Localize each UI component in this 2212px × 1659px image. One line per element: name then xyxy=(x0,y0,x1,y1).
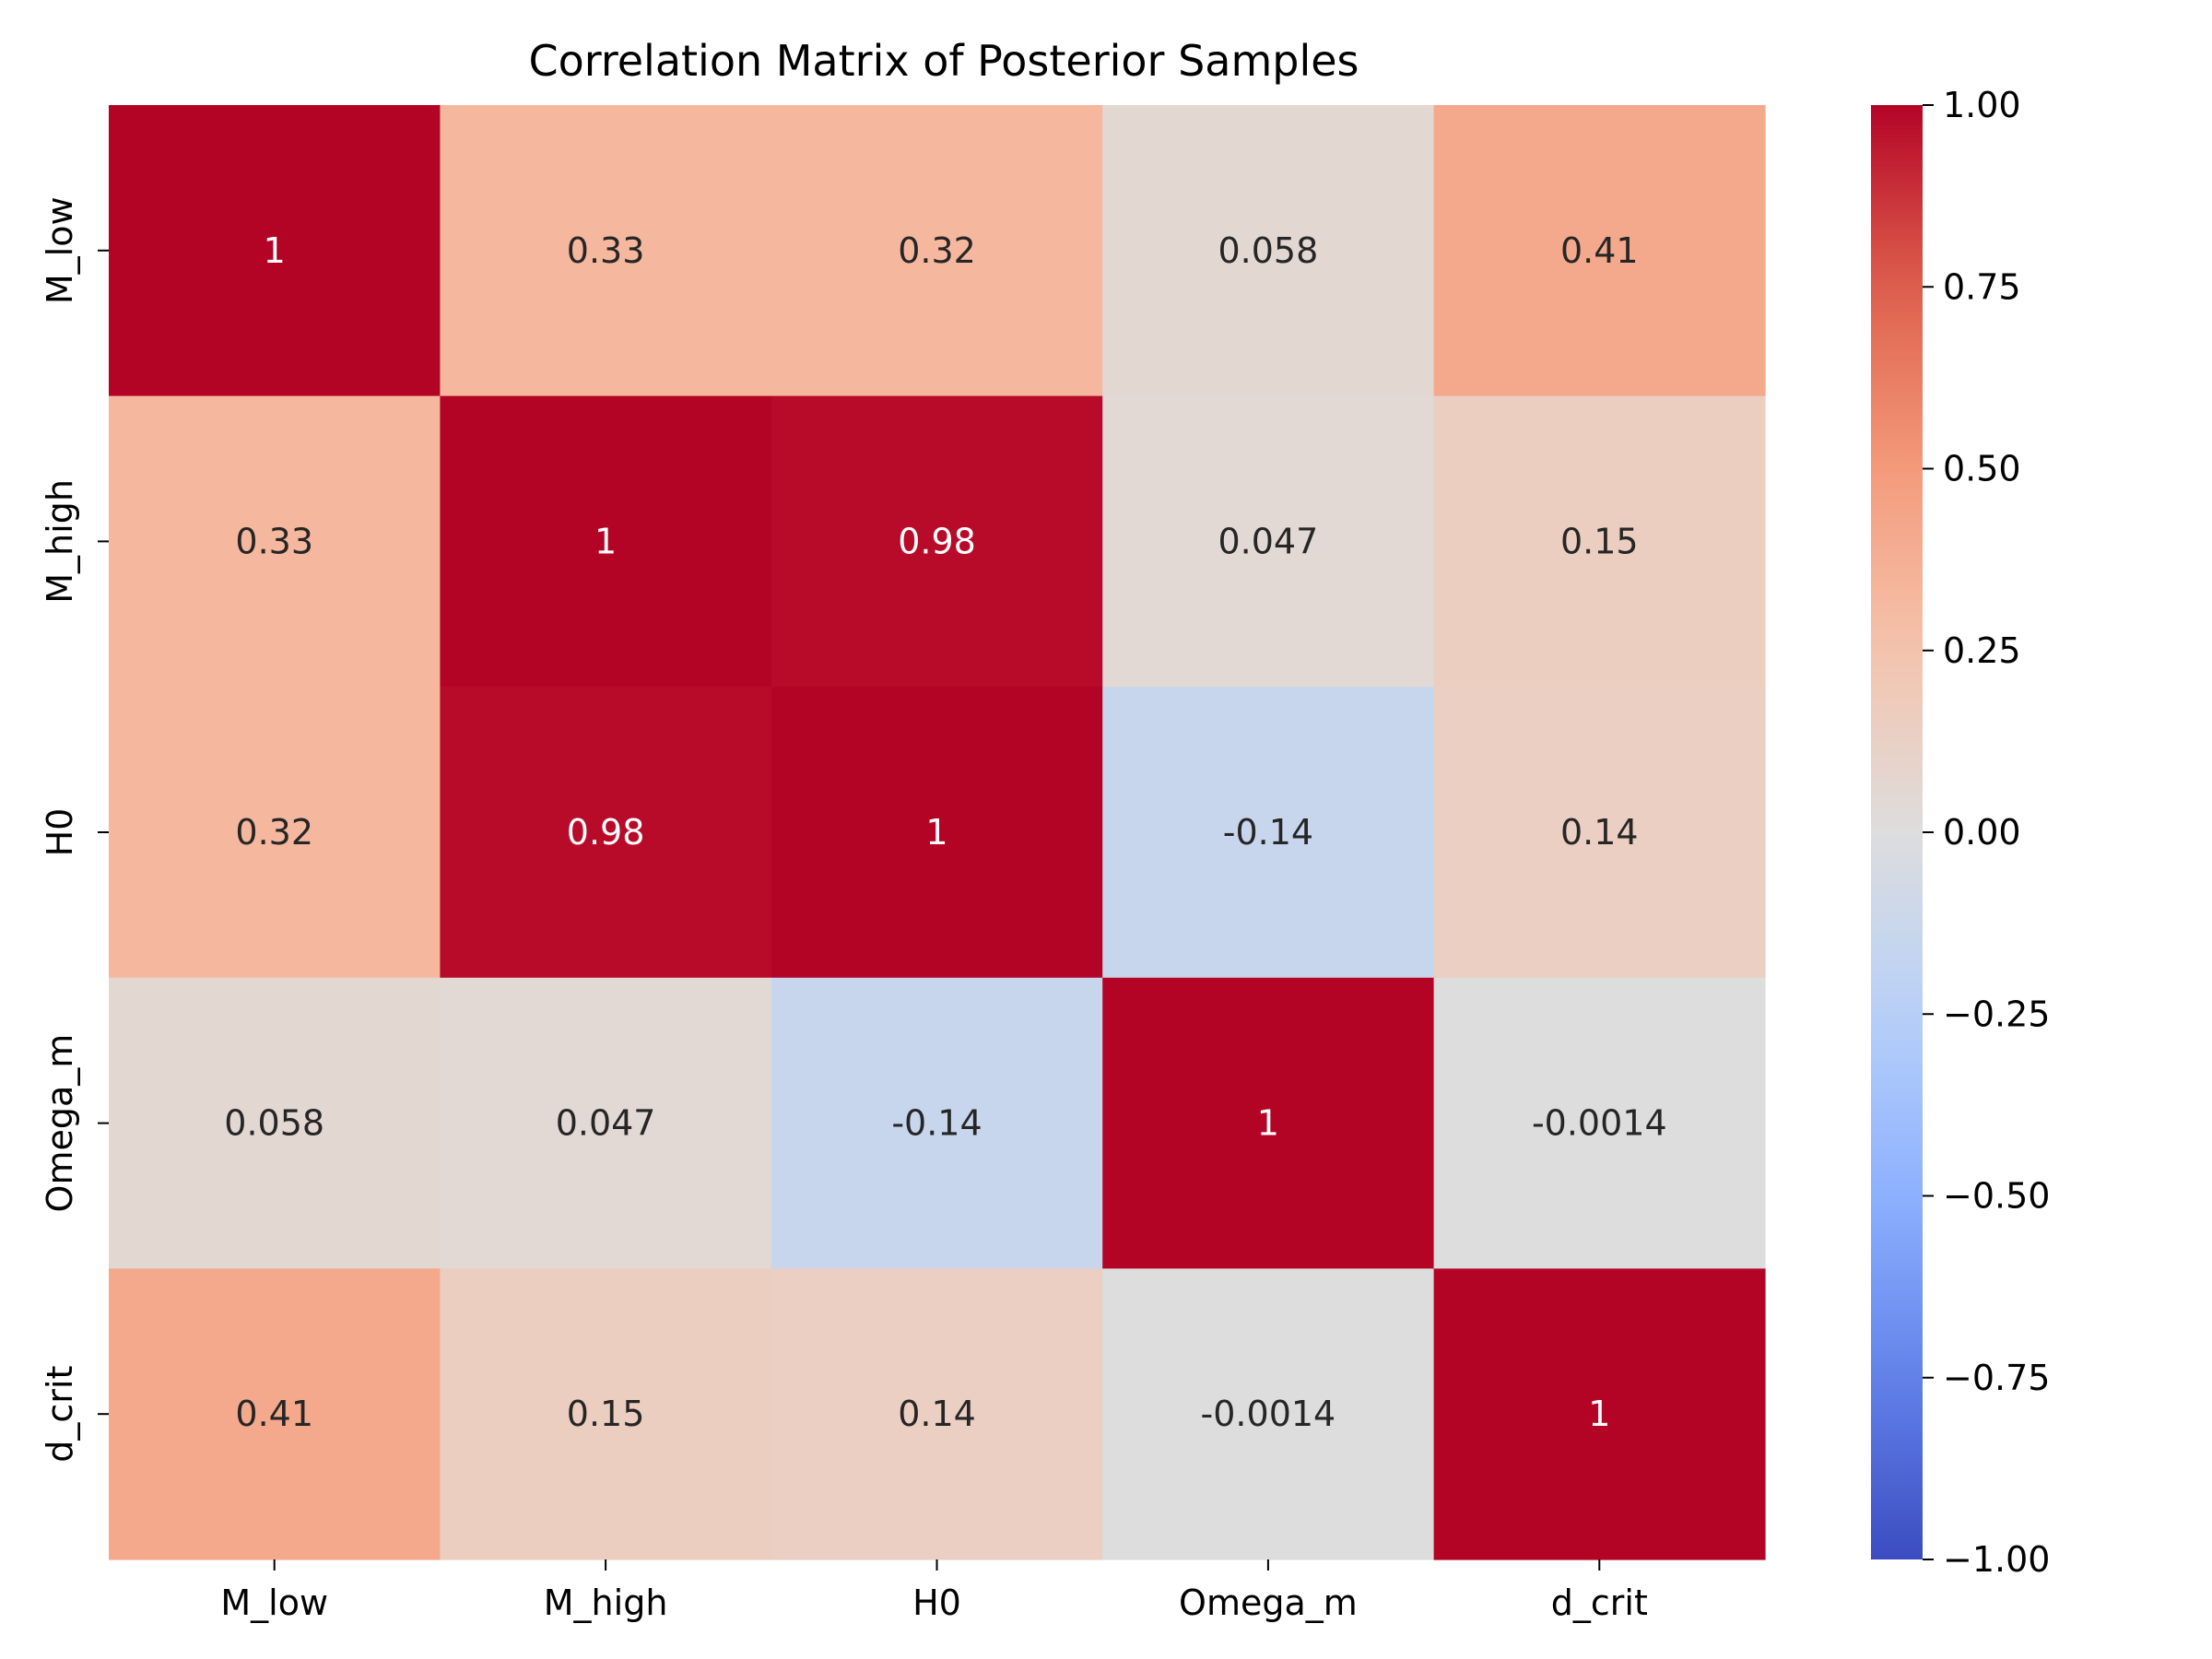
cell-annotations: 1 0.33 0.32 0.058 0.41 0.33 1 0.98 0.047 0.15 0.32… xyxy=(224,230,1666,1434)
heatmap-cell xyxy=(440,395,772,688)
cell-annotation: 0.14 xyxy=(1560,812,1639,853)
y-tick-label: M_low xyxy=(40,196,80,304)
y-tick-label: d_crit xyxy=(40,1366,80,1463)
cell-annotation: 0.14 xyxy=(898,1394,976,1434)
heatmap-cell xyxy=(771,977,1103,1269)
colorbar-tick-label: 0.25 xyxy=(1943,630,2021,671)
cell-annotation: 0.058 xyxy=(1218,230,1319,271)
heatmap-cell xyxy=(1433,977,1766,1269)
cell-annotation: 0.32 xyxy=(235,812,313,853)
cell-annotation: 1 xyxy=(925,812,947,853)
heatmap-cell xyxy=(771,105,1103,397)
cell-annotation: 0.41 xyxy=(1560,230,1639,271)
cell-annotation: -0.0014 xyxy=(1532,1103,1667,1144)
cell-annotation: 1 xyxy=(594,521,617,561)
x-tick-label: d_crit xyxy=(1551,1583,1648,1623)
x-axis: M_low M_high H0 Omega_m d_crit xyxy=(220,1559,1648,1623)
heatmap-cell xyxy=(1102,395,1435,688)
chart-title: Correlation Matrix of Posterior Samples xyxy=(528,36,1359,86)
colorbar-tick-label: −0.25 xyxy=(1943,994,2050,1034)
x-tick-label: Omega_m xyxy=(1179,1583,1358,1623)
heatmap-cell xyxy=(1433,1268,1766,1560)
cell-annotation: 0.047 xyxy=(556,1103,656,1144)
heatmap-cell xyxy=(109,1268,441,1560)
cell-annotation: 0.33 xyxy=(235,521,313,561)
cell-annotation: 0.33 xyxy=(567,230,645,271)
cell-annotation: 0.047 xyxy=(1218,521,1319,561)
heatmap-cell xyxy=(771,395,1103,688)
cell-annotation: 1 xyxy=(1588,1394,1610,1434)
heatmap-cell xyxy=(109,105,441,397)
heatmap-cell xyxy=(1433,687,1766,979)
cell-annotation: 0.41 xyxy=(235,1394,313,1434)
y-tick-label: Omega_m xyxy=(40,1034,80,1213)
colorbar-tick-label: −0.50 xyxy=(1943,1176,2050,1217)
heatmap-cell xyxy=(1102,1268,1435,1560)
x-tick-label: M_high xyxy=(544,1583,668,1623)
heatmap-cell xyxy=(440,687,772,979)
cell-annotation: 1 xyxy=(1257,1103,1279,1144)
colorbar-tick-label: 0.75 xyxy=(1943,266,2021,307)
cell-annotation: 0.32 xyxy=(898,230,976,271)
x-tick-label: H0 xyxy=(912,1583,961,1623)
colorbar-tick-label: 0.00 xyxy=(1943,812,2021,853)
y-tick-label: M_high xyxy=(40,479,80,604)
heatmap-cell xyxy=(109,977,441,1269)
heatmap-cell xyxy=(1102,687,1435,979)
cell-annotation: 0.15 xyxy=(1560,521,1639,561)
heatmap-cell xyxy=(440,977,772,1269)
heatmap-cells xyxy=(109,105,1766,1560)
cell-annotation: 0.058 xyxy=(224,1103,324,1144)
cell-annotation: 1 xyxy=(264,230,286,271)
cell-annotation: -0.14 xyxy=(1223,812,1313,853)
heatmap-cell xyxy=(771,1268,1103,1560)
cell-annotation: 0.98 xyxy=(898,521,976,561)
colorbar-tick-label: 0.50 xyxy=(1943,449,2021,489)
heatmap-cell xyxy=(771,687,1103,979)
cell-annotation: 0.15 xyxy=(567,1394,645,1434)
heatmap-cell xyxy=(1433,105,1766,397)
heatmap-cell xyxy=(1102,105,1435,397)
heatmap-cell xyxy=(109,395,441,688)
colorbar-tick-label: −0.75 xyxy=(1943,1358,2050,1398)
y-axis: M_low M_high H0 Omega_m d_crit xyxy=(40,196,109,1463)
colorbar-gradient xyxy=(1871,105,1923,1559)
colorbar-tick-label: 1.00 xyxy=(1943,85,2021,125)
heatmap-cell xyxy=(1102,977,1435,1269)
heatmap-cell xyxy=(109,687,441,979)
x-tick-label: M_low xyxy=(220,1583,328,1623)
colorbar-tick-label: −1.00 xyxy=(1943,1539,2050,1580)
cell-annotation: -0.0014 xyxy=(1201,1394,1336,1434)
heatmap-cell xyxy=(440,1268,772,1560)
colorbar xyxy=(1871,105,1923,1559)
cell-annotation: -0.14 xyxy=(891,1103,982,1144)
heatmap-cell xyxy=(440,105,772,397)
colorbar-ticks: 1.00 0.75 0.50 0.25 0.00 −0.25 −0.50 −0.75 −1.00 xyxy=(1923,85,2050,1580)
y-tick-label: H0 xyxy=(40,808,80,857)
cell-annotation: 0.98 xyxy=(567,812,645,853)
heatmap-cell xyxy=(1433,395,1766,688)
